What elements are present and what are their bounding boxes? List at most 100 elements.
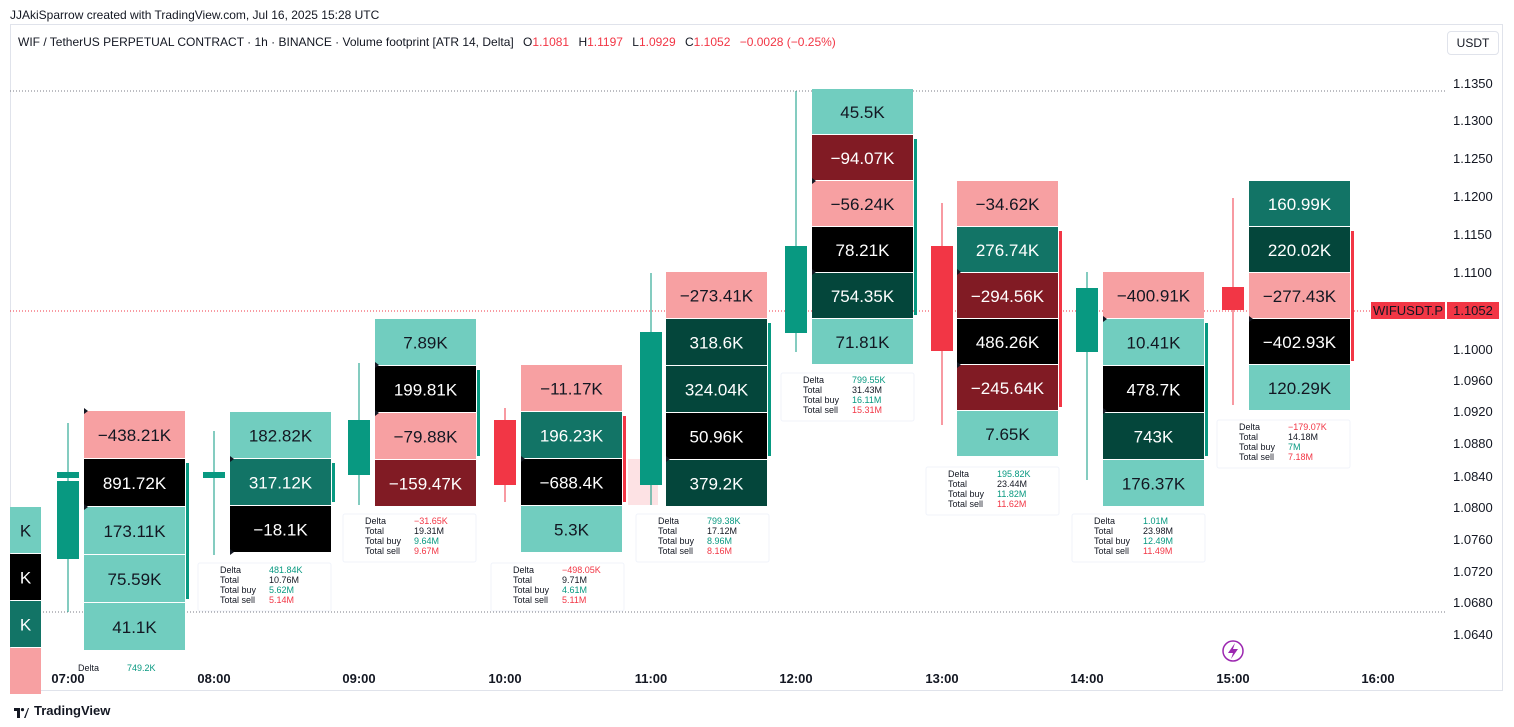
footprint-cell[interactable] xyxy=(957,411,1058,456)
footprint-cell[interactable] xyxy=(812,135,913,180)
bar-summary-box xyxy=(342,513,477,563)
y-axis-tick-label: 1.0840 xyxy=(1453,469,1493,484)
poc-marker xyxy=(1249,316,1253,322)
close-value: 1.1052 xyxy=(693,35,731,49)
footprint-cell[interactable] xyxy=(1249,181,1350,226)
footprint-cell[interactable] xyxy=(375,413,476,459)
summary-label: Total sell xyxy=(658,546,693,556)
bar-summary-box xyxy=(197,562,332,612)
candle-body[interactable] xyxy=(1222,287,1244,310)
footprint-cell[interactable] xyxy=(375,460,476,506)
footprint-cell[interactable] xyxy=(84,411,185,458)
candle-body[interactable] xyxy=(348,420,370,475)
footprint-cell-value: 220.02K xyxy=(1268,241,1332,260)
bar-summary-box xyxy=(1216,419,1351,469)
footprint-cell[interactable] xyxy=(521,459,622,505)
footprint-cell[interactable] xyxy=(10,507,41,553)
currency-unit-button[interactable]: USDT xyxy=(1447,31,1499,55)
footprint-cell[interactable] xyxy=(1103,272,1204,318)
candle-body[interactable] xyxy=(203,472,225,478)
footprint-cell-value: −34.62K xyxy=(976,195,1040,214)
poc-marker xyxy=(957,269,961,275)
footprint-cell[interactable] xyxy=(1103,366,1204,412)
y-axis-tick-label: 1.0920 xyxy=(1453,404,1493,419)
summary-label: Total buy xyxy=(365,536,402,546)
footprint-cell[interactable] xyxy=(1103,319,1204,365)
x-axis-tick-label: 12:00 xyxy=(779,671,812,686)
footprint-cell[interactable] xyxy=(230,459,331,505)
summary-label: Total xyxy=(1094,526,1113,536)
footprint-cell-value: 10.41K xyxy=(1127,334,1182,353)
candle-body[interactable] xyxy=(57,472,79,478)
footprint-cell-value: −94.07K xyxy=(831,149,895,168)
footprint-cell[interactable] xyxy=(957,181,1058,226)
summary-label: Total xyxy=(513,575,532,585)
footprint-cell[interactable] xyxy=(666,366,767,412)
candle-body[interactable] xyxy=(785,246,807,333)
footprint-cell-value: 318.6K xyxy=(690,334,745,353)
footprint-cell[interactable] xyxy=(666,272,767,318)
footprint-cell-value: K xyxy=(20,616,32,635)
summary-label: Delta xyxy=(803,375,824,385)
footprint-cell[interactable] xyxy=(957,319,1058,364)
footprint-cell-value: 324.04K xyxy=(685,381,749,400)
footprint-cell[interactable] xyxy=(521,506,622,552)
footprint-cell[interactable] xyxy=(230,506,331,552)
footprint-cell-value: −56.24K xyxy=(831,195,895,214)
poc-marker xyxy=(957,362,961,368)
footprint-cell[interactable] xyxy=(230,412,331,458)
footprint-cell[interactable] xyxy=(1249,319,1350,364)
footprint-cell[interactable] xyxy=(84,507,185,554)
bar-summary-box xyxy=(1071,513,1206,563)
footprint-cell[interactable] xyxy=(666,460,767,506)
candle-body[interactable] xyxy=(931,246,953,351)
candle-body[interactable] xyxy=(1076,288,1098,352)
last-price-tag-value: 1.1052 xyxy=(1453,303,1493,318)
footprint-cell[interactable] xyxy=(375,319,476,365)
footprint-cell[interactable] xyxy=(1103,413,1204,459)
footprint-cell[interactable] xyxy=(812,227,913,272)
footprint-cell[interactable] xyxy=(84,603,185,650)
footprint-cell[interactable] xyxy=(84,459,185,506)
summary-label: Total sell xyxy=(220,595,255,605)
footprint-cell[interactable] xyxy=(812,273,913,318)
footprint-cell[interactable] xyxy=(1249,365,1350,410)
chart-frame xyxy=(10,24,1503,691)
tradingview-brand[interactable]: TradingView xyxy=(14,703,110,718)
footprint-cell[interactable] xyxy=(10,601,41,647)
footprint-cell[interactable] xyxy=(375,366,476,412)
footprint-cell[interactable] xyxy=(957,273,1058,318)
footprint-cell-value: 75.59K xyxy=(108,570,163,589)
footprint-cell[interactable] xyxy=(10,554,41,600)
x-axis-tick-label: 10:00 xyxy=(488,671,521,686)
footprint-cell-value: 7.65K xyxy=(985,425,1030,444)
summary-label: Total xyxy=(948,479,967,489)
footprint-cell[interactable] xyxy=(1249,273,1350,318)
footprint-cell-value: 45.5K xyxy=(840,103,885,122)
footprint-cell[interactable] xyxy=(84,555,185,602)
footprint-cell[interactable] xyxy=(957,365,1058,410)
footprint-cell[interactable] xyxy=(521,365,622,411)
candle-body[interactable] xyxy=(640,332,662,485)
low-label: L xyxy=(632,35,639,49)
footprint-cell[interactable] xyxy=(10,648,41,694)
footprint-cell[interactable] xyxy=(812,319,913,364)
footprint-cell[interactable] xyxy=(666,319,767,365)
summary-value: −179.07K xyxy=(1288,422,1327,432)
footprint-cell[interactable] xyxy=(1249,227,1350,272)
summary-value: 8.16M xyxy=(707,546,732,556)
footprint-cell[interactable] xyxy=(812,89,913,134)
candle-body[interactable] xyxy=(494,420,516,485)
bar-summary-box xyxy=(490,562,625,612)
summary-label: Total buy xyxy=(658,536,695,546)
summary-label: Total buy xyxy=(513,585,550,595)
symbol-title[interactable]: WIF / TetherUS PERPETUAL CONTRACT · 1h ·… xyxy=(18,35,514,49)
footprint-cell[interactable] xyxy=(521,412,622,458)
summary-label: Total buy xyxy=(1094,536,1131,546)
footprint-cell[interactable] xyxy=(957,227,1058,272)
footprint-cell[interactable] xyxy=(666,413,767,459)
footprint-cell[interactable] xyxy=(812,181,913,226)
poc-marker xyxy=(812,178,816,184)
footprint-cell[interactable] xyxy=(1103,460,1204,506)
